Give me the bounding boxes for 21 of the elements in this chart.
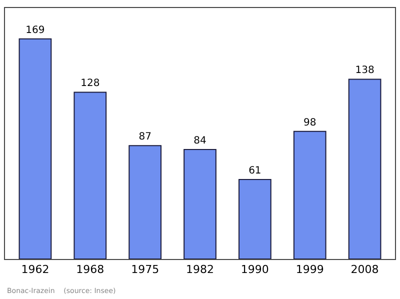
x-tick-label: 2008 <box>350 263 379 276</box>
bar <box>184 149 216 259</box>
data-label: 169 <box>26 24 45 36</box>
x-tick-label: 1975 <box>131 263 160 276</box>
data-label: 84 <box>194 136 206 147</box>
bar <box>128 145 162 259</box>
data-label: 87 <box>138 132 152 143</box>
bar <box>348 78 382 259</box>
x-tick-label: 1962 <box>21 263 50 276</box>
bar <box>238 179 272 259</box>
x-tick-label: 1968 <box>76 263 104 276</box>
data-label: 138 <box>355 65 374 76</box>
bar <box>18 38 52 259</box>
data-label: 128 <box>80 78 100 90</box>
x-tick-label: 1999 <box>296 263 324 276</box>
x-tick-label: 1982 <box>186 263 214 276</box>
data-label: 61 <box>248 166 262 177</box>
data-label: 98 <box>303 117 316 128</box>
x-tick-label: 1990 <box>240 263 269 276</box>
bar <box>293 130 326 259</box>
bar <box>74 92 107 259</box>
